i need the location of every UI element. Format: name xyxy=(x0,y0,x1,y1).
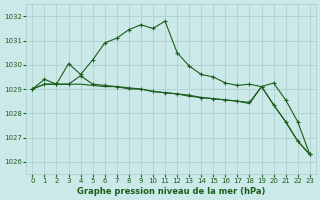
X-axis label: Graphe pression niveau de la mer (hPa): Graphe pression niveau de la mer (hPa) xyxy=(77,187,265,196)
